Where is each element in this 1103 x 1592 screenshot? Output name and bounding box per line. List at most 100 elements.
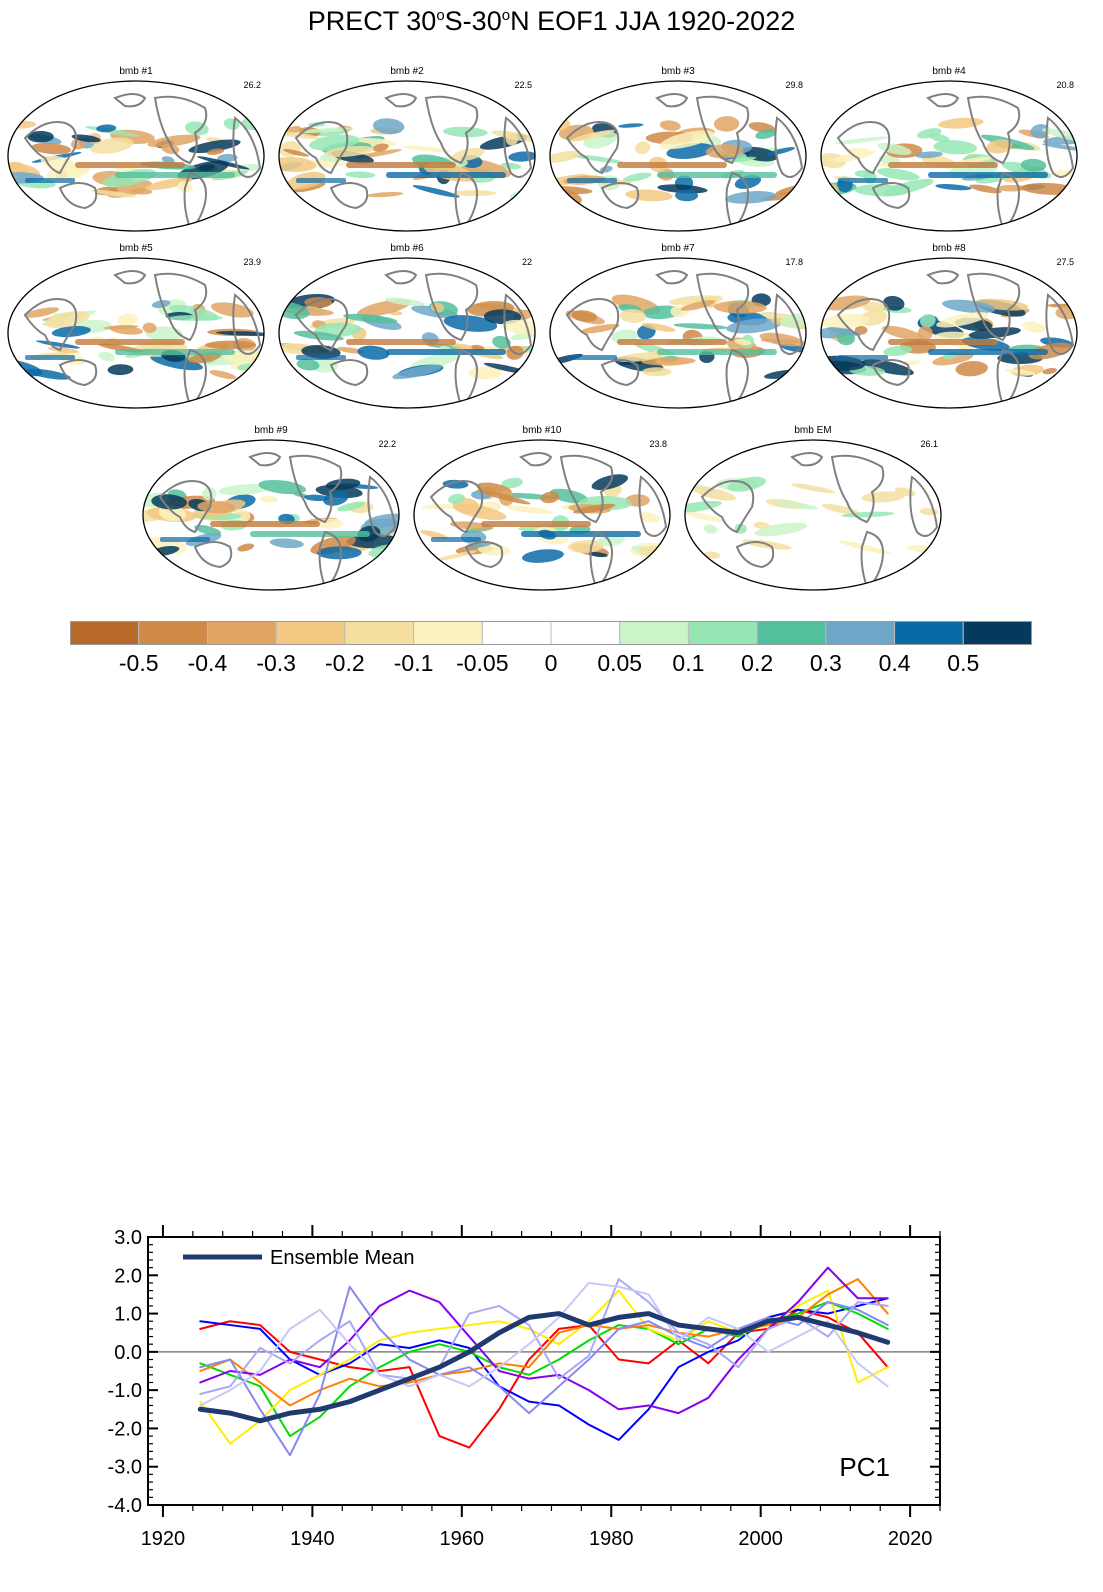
equatorial-band — [386, 172, 506, 178]
map-panel: bmb EM 26.1 — [682, 425, 944, 595]
panel-label: bmb #5 — [119, 243, 153, 254]
anomaly-patch — [103, 325, 139, 330]
y-tick-label: 1.0 — [114, 1304, 142, 1326]
equatorial-band — [346, 162, 456, 168]
anomaly-patch — [91, 189, 138, 198]
colorbar-tick-label: 0.2 — [741, 650, 774, 676]
anomaly-patch — [821, 503, 859, 515]
coastline — [503, 293, 533, 355]
map-border — [549, 257, 807, 409]
anomaly-patch — [372, 118, 405, 135]
anomaly-patch — [385, 297, 425, 306]
map-border — [142, 439, 400, 591]
series-line-member — [199, 1278, 889, 1407]
anomaly-patch — [442, 126, 488, 138]
equatorial-band — [160, 537, 210, 542]
anomaly-patch — [89, 137, 134, 154]
panel-variance-pct: 26.2 — [243, 80, 261, 90]
map-globe — [278, 257, 536, 409]
coastline — [288, 454, 343, 524]
anomaly-patch — [151, 300, 171, 308]
coastline — [836, 121, 891, 175]
anomaly-patch — [506, 505, 553, 514]
anomaly-patch — [774, 500, 819, 510]
colorbar-border — [70, 621, 1032, 645]
anomaly-patch — [723, 156, 757, 163]
equatorial-band — [567, 178, 617, 183]
series-line-member — [199, 1281, 889, 1407]
coastline — [725, 348, 749, 407]
equatorial-band — [75, 339, 185, 345]
anomaly-patch — [323, 491, 349, 506]
coastline — [454, 171, 478, 230]
anomaly-patch — [881, 325, 924, 341]
equatorial-band — [567, 355, 617, 360]
panel-variance-pct: 27.5 — [1056, 257, 1074, 267]
panel-label: bmb #7 — [661, 243, 695, 254]
coastline — [695, 95, 750, 165]
coastline — [559, 454, 614, 524]
anomaly-patch — [570, 129, 615, 142]
anomaly-patch — [1030, 124, 1050, 139]
equatorial-band — [115, 349, 235, 355]
coastline — [183, 348, 207, 407]
anomaly-patch — [336, 346, 364, 354]
coastline — [232, 116, 262, 178]
coastline — [113, 93, 147, 108]
anomaly-patch — [713, 116, 740, 132]
anomaly-patch — [161, 156, 175, 164]
anomaly-patch — [142, 322, 157, 333]
y-tick-label: -4.0 — [108, 1495, 142, 1517]
panel-label: bmb #9 — [254, 425, 288, 436]
anomaly-patch — [915, 151, 943, 159]
coastline — [926, 93, 960, 108]
equatorial-band — [617, 162, 727, 168]
map-border — [7, 257, 265, 409]
coastline — [638, 475, 668, 537]
coastline — [58, 182, 98, 210]
coastline — [424, 272, 479, 342]
equatorial-band — [250, 531, 370, 537]
anomaly-patch — [324, 145, 374, 158]
colorbar-tick-label: -0.3 — [256, 650, 296, 676]
map-panel: bmb #10 23.8 — [411, 425, 673, 595]
anomaly-patch — [447, 493, 465, 505]
colorbar-swatch — [619, 621, 689, 645]
anomaly-patch — [218, 484, 270, 496]
coastline — [871, 359, 911, 387]
map-border — [413, 439, 671, 591]
pc1-timeseries-chart: -4.0 -3.0 -2.0 -1.0 0.0 1.0 2.0 3.0 1920 1940 1960… — [108, 1225, 941, 1550]
coastline — [384, 93, 418, 108]
colorbar-swatch — [138, 621, 208, 645]
colorbar-swatch — [481, 621, 552, 645]
anomaly-patch — [217, 153, 238, 162]
anomaly-patch — [567, 539, 604, 553]
anomaly-patch — [421, 504, 462, 510]
anomaly-patch — [703, 524, 718, 534]
map-border — [684, 439, 942, 591]
colorbar-tick-label: 0.4 — [878, 650, 911, 676]
panel-label: bmb #4 — [932, 66, 966, 77]
anomaly-patch — [1020, 158, 1047, 172]
coastline — [860, 530, 884, 589]
anomaly-patch — [641, 322, 676, 332]
anomaly-patch — [883, 295, 905, 311]
x-tick-label: 1960 — [440, 1528, 485, 1550]
map-panel: bmb #2 22.5 — [276, 66, 538, 236]
anomaly-patch — [1004, 369, 1036, 375]
anomaly-patch — [71, 134, 101, 143]
coastline — [294, 298, 349, 352]
anomaly-patch — [258, 479, 306, 495]
panel-label: bmb #2 — [390, 66, 424, 77]
y-tick-label: 2.0 — [114, 1265, 142, 1287]
equatorial-band — [617, 339, 727, 345]
coastline — [774, 293, 804, 355]
panel-variance-pct: 26.1 — [920, 439, 938, 449]
equatorial-band — [928, 172, 1048, 178]
anomaly-patch — [31, 142, 72, 155]
coastline — [909, 475, 939, 537]
anomaly-patch — [725, 191, 777, 204]
colorbar-tick-label: -0.05 — [456, 650, 509, 676]
map-panel: bmb #3 29.8 — [547, 66, 809, 236]
anomaly-patch — [588, 551, 608, 558]
